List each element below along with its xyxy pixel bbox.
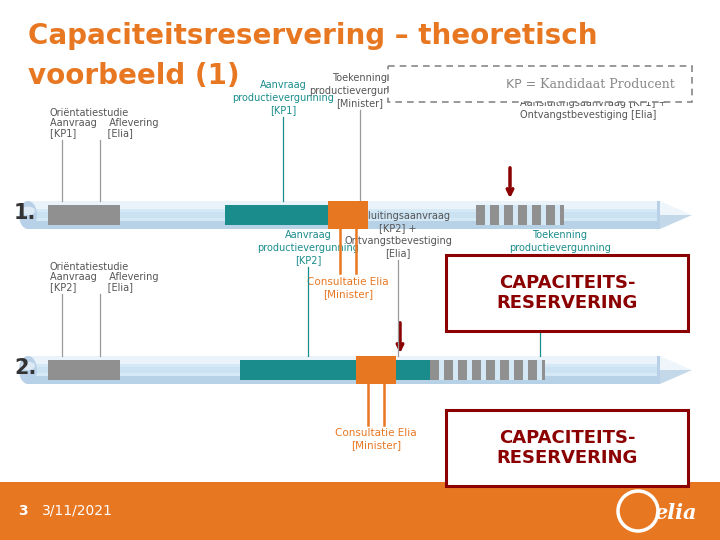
Text: Aanvraag    Aflevering: Aanvraag Aflevering xyxy=(50,118,158,128)
Text: 2.: 2. xyxy=(14,358,37,378)
Bar xyxy=(555,205,560,225)
Text: voorbeeld (1): voorbeeld (1) xyxy=(28,62,240,90)
Bar xyxy=(28,221,660,229)
Text: Aanvraag
productievergunning
[KP1]: Aanvraag productievergunning [KP1] xyxy=(232,80,334,115)
Text: Aanvraag
productievergunning
[KP2]: Aanvraag productievergunning [KP2] xyxy=(257,230,359,265)
Bar xyxy=(541,205,546,225)
Text: Consultatie Elia
[Minister]: Consultatie Elia [Minister] xyxy=(336,428,417,450)
FancyBboxPatch shape xyxy=(446,255,688,331)
Bar xyxy=(509,360,514,380)
Ellipse shape xyxy=(19,356,37,384)
Text: Oriëntatiestudie: Oriëntatiestudie xyxy=(50,108,130,118)
Bar xyxy=(48,205,120,225)
Ellipse shape xyxy=(19,201,37,229)
Polygon shape xyxy=(660,356,692,384)
Text: 3/11/2021: 3/11/2021 xyxy=(42,504,113,518)
Polygon shape xyxy=(660,370,692,384)
Polygon shape xyxy=(660,215,692,229)
Bar xyxy=(240,360,430,380)
Text: Aansluitingsaanvraag
[KP2] +
Ontvangstbevestiging
[Elia]: Aansluitingsaanvraag [KP2] + Ontvangstbe… xyxy=(344,211,452,258)
Bar xyxy=(28,212,660,218)
Bar xyxy=(481,360,486,380)
Bar xyxy=(28,201,660,229)
Bar xyxy=(0,482,720,540)
Ellipse shape xyxy=(21,362,35,370)
Bar xyxy=(328,201,368,229)
Text: Aanvraag    Aflevering: Aanvraag Aflevering xyxy=(50,272,158,282)
Text: Aansluitingsaanvraag [KP1] +
Ontvangstbevestiging [Elia]: Aansluitingsaanvraag [KP1] + Ontvangstbe… xyxy=(520,98,667,120)
Bar xyxy=(537,360,542,380)
Bar xyxy=(48,360,120,380)
Text: Toekenning
productievergunning
[Minister]: Toekenning productievergunning [Minister… xyxy=(309,73,411,108)
Polygon shape xyxy=(660,201,692,229)
Bar xyxy=(28,376,660,384)
Bar xyxy=(439,360,444,380)
Bar xyxy=(28,367,660,373)
Text: Toekenning
productievergunning
[Minister]: Toekenning productievergunning [Minister… xyxy=(509,230,611,265)
Text: elia: elia xyxy=(654,503,696,523)
Bar xyxy=(476,205,564,225)
Text: 1.: 1. xyxy=(14,203,37,223)
Ellipse shape xyxy=(21,207,35,215)
Bar xyxy=(28,201,660,209)
Bar xyxy=(225,205,355,225)
Text: Kandidaat Producent: Kandidaat Producent xyxy=(540,78,675,91)
Text: CAPACITEITS-
RESERVERING: CAPACITEITS- RESERVERING xyxy=(496,274,638,313)
Bar xyxy=(499,205,504,225)
Bar xyxy=(657,356,660,384)
FancyBboxPatch shape xyxy=(388,66,692,102)
Text: CAPACITEITS-
RESERVERING: CAPACITEITS- RESERVERING xyxy=(496,429,638,468)
Text: Oriëntatiestudie: Oriëntatiestudie xyxy=(50,262,130,272)
Bar xyxy=(28,356,660,384)
Bar xyxy=(28,356,660,364)
Bar xyxy=(467,360,472,380)
Text: 3: 3 xyxy=(18,504,27,518)
Bar xyxy=(513,205,518,225)
Text: KP =: KP = xyxy=(505,78,540,91)
Text: Capaciteitsreservering – theoretisch: Capaciteitsreservering – theoretisch xyxy=(28,22,598,50)
Bar xyxy=(527,205,532,225)
Bar xyxy=(430,360,545,380)
Bar xyxy=(453,360,458,380)
Bar xyxy=(356,356,396,384)
Text: [KP1]          [Elia]: [KP1] [Elia] xyxy=(50,128,133,138)
Bar xyxy=(523,360,528,380)
Bar xyxy=(485,205,490,225)
Text: [KP2]          [Elia]: [KP2] [Elia] xyxy=(50,282,133,292)
Bar xyxy=(495,360,500,380)
Bar xyxy=(657,201,660,229)
Text: Consultatie Elia
[Minister]: Consultatie Elia [Minister] xyxy=(307,277,389,299)
FancyBboxPatch shape xyxy=(446,410,688,486)
